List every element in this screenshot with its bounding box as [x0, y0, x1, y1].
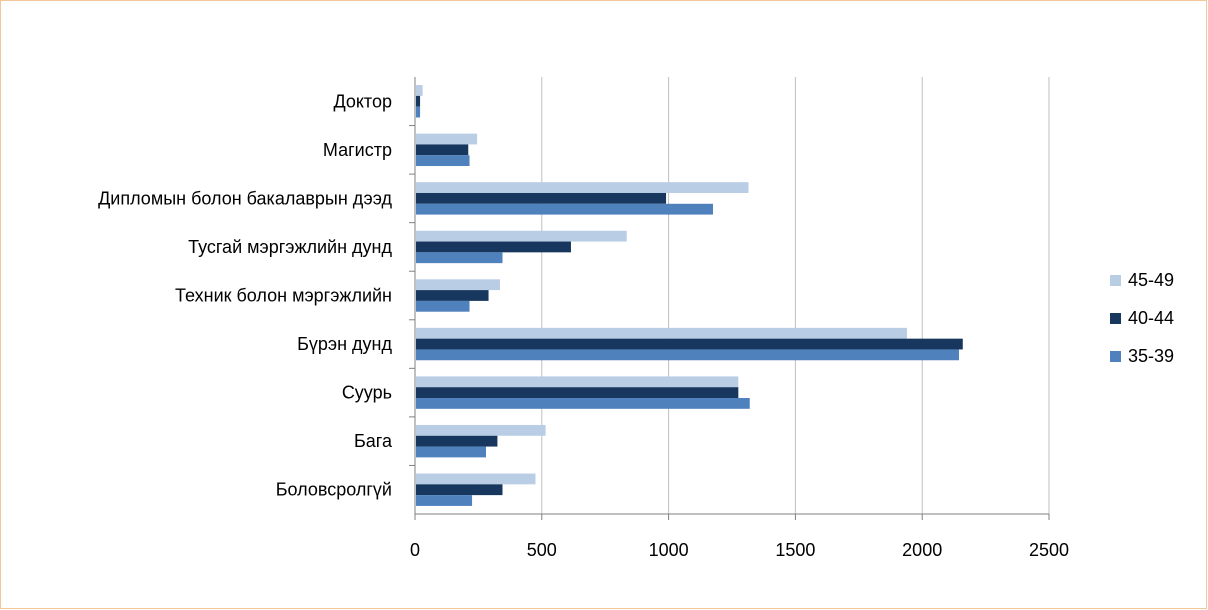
bar-40-44-8	[416, 484, 503, 496]
legend: 45-49 40-44 35-39	[1110, 270, 1174, 366]
legend-label: 35-39	[1128, 346, 1174, 366]
bar-45-49-1	[416, 133, 478, 145]
bar-45-49-7	[416, 424, 546, 436]
category-label: Техник болон мэргэжлийн	[175, 286, 392, 306]
bar-35-39-7	[416, 446, 487, 458]
bar-35-39-0	[416, 106, 421, 118]
category-label: Бүрэн дунд	[297, 334, 392, 354]
bar-35-39-1	[416, 155, 470, 167]
legend-label: 45-49	[1128, 270, 1174, 290]
x-tick-label: 0	[410, 540, 420, 560]
bar-45-49-5	[416, 327, 907, 339]
bar-45-49-8	[416, 473, 536, 485]
bar-45-49-0	[416, 85, 423, 96]
bar-40-44-1	[416, 144, 469, 156]
labels: 0 500 1000 1500 2000 2500 Доктор Магистр Дипломы…	[98, 91, 1069, 560]
bar-40-44-0	[416, 95, 421, 107]
bar-35-39-6	[416, 398, 750, 409]
x-tick-label: 1000	[649, 540, 689, 560]
x-tick-label: 2500	[1029, 540, 1069, 560]
x-tick-label: 500	[527, 540, 557, 560]
bar-40-44-2	[416, 192, 667, 204]
category-label: Доктор	[333, 91, 392, 111]
bar-40-44-5	[416, 338, 963, 350]
bar-35-39-5	[416, 349, 959, 361]
bar-40-44-7	[416, 435, 498, 447]
bar-45-49-4	[416, 279, 500, 291]
x-tick-label: 2000	[902, 540, 942, 560]
category-label: Магистр	[323, 140, 392, 160]
legend-swatch-35-39	[1110, 351, 1121, 362]
bar-40-44-6	[416, 387, 739, 399]
bar-35-39-3	[416, 252, 503, 264]
category-label: Тусгай мэргэжлийн дунд	[188, 237, 392, 257]
category-label: Дипломын болон бакалаврын дээд	[98, 188, 392, 208]
bar-35-39-2	[416, 203, 713, 215]
legend-swatch-45-49	[1110, 275, 1121, 286]
category-label: Суурь	[342, 383, 392, 403]
bar-35-39-8	[416, 495, 473, 506]
bars	[416, 85, 963, 506]
legend-swatch-40-44	[1110, 313, 1121, 324]
bar-45-49-2	[416, 182, 749, 193]
category-label: Боловсролгүй	[276, 480, 392, 500]
legend-label: 40-44	[1128, 308, 1174, 328]
bar-35-39-4	[416, 300, 470, 312]
bar-45-49-6	[416, 376, 739, 388]
bar-45-49-3	[416, 230, 627, 242]
gridlines	[541, 77, 1050, 514]
bar-40-44-3	[416, 241, 571, 253]
bar-40-44-4	[416, 290, 489, 301]
x-tick-label: 1500	[775, 540, 815, 560]
category-label: Бага	[354, 431, 393, 451]
axes	[409, 77, 1050, 520]
